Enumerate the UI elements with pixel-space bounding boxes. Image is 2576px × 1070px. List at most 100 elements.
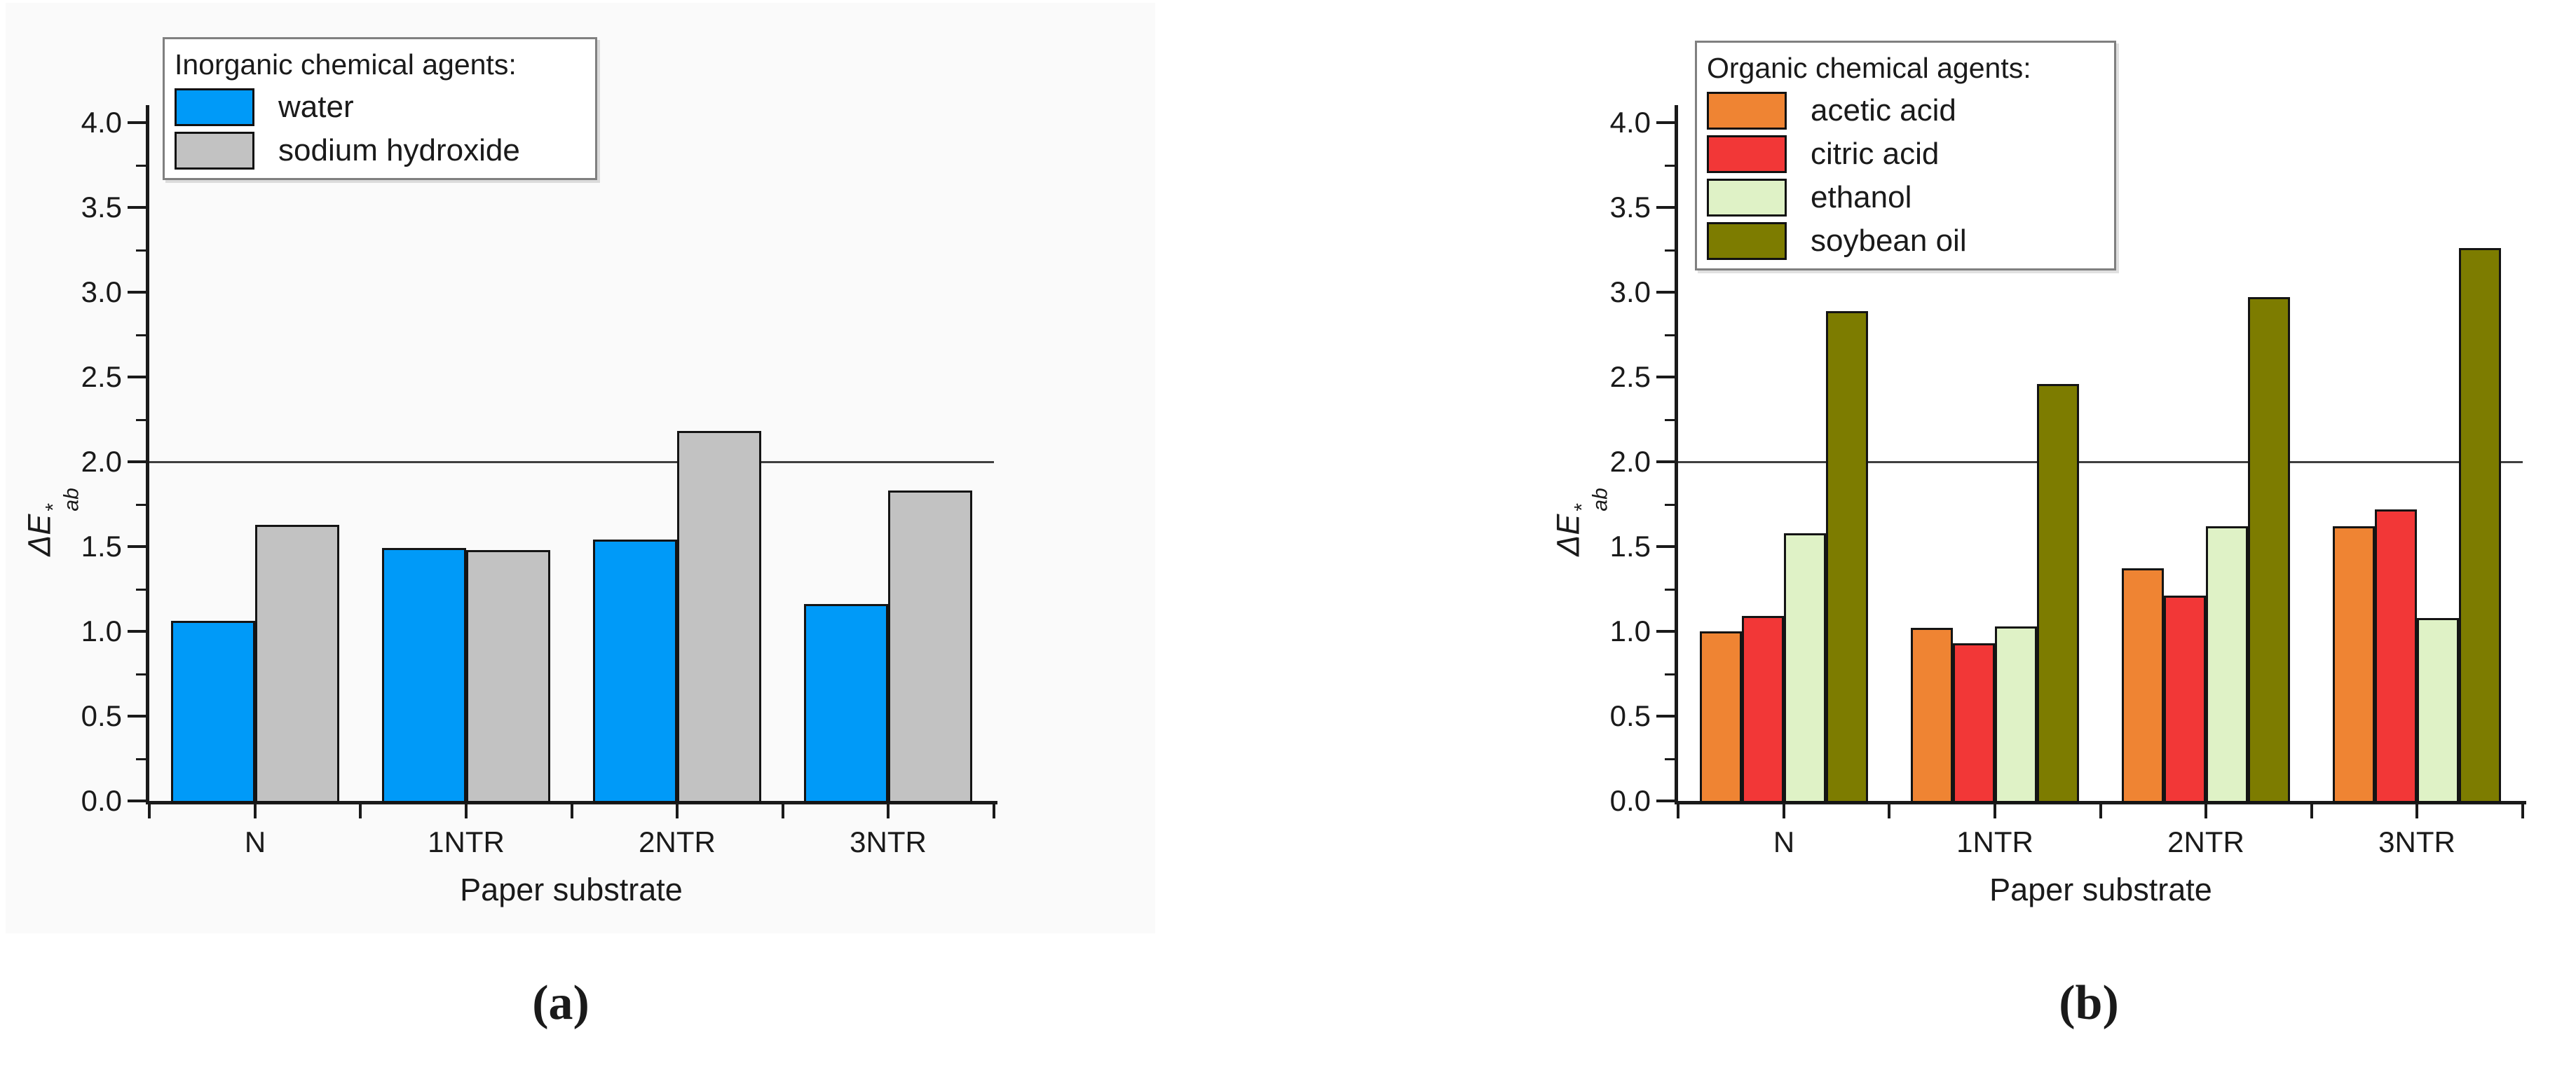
legend-item-label: acetic acid bbox=[1811, 93, 1956, 128]
x-category-tick bbox=[254, 804, 257, 818]
ylabel-subscript: ab bbox=[60, 488, 83, 512]
bar-acetic-acid bbox=[1700, 631, 1742, 803]
x-category-tick bbox=[2204, 804, 2207, 818]
y-tick-label: 1.0 bbox=[1609, 615, 1651, 647]
bar-ethanol bbox=[2417, 618, 2459, 803]
y-minor-tick bbox=[136, 249, 146, 252]
bar-sodium-hydroxide bbox=[677, 431, 761, 803]
legend-items: water sodium hydroxide bbox=[175, 88, 582, 170]
legend-item: acetic acid bbox=[1707, 92, 2101, 130]
y-minor-tick bbox=[136, 673, 146, 675]
y-tick-label: 4.0 bbox=[1609, 106, 1651, 139]
y-major-tick bbox=[128, 121, 146, 124]
legend-swatch-citric-acid bbox=[1707, 135, 1787, 173]
legend-item-label: ethanol bbox=[1811, 180, 1912, 214]
y-minor-tick bbox=[1665, 589, 1675, 591]
legend-swatch-acetic-acid bbox=[1707, 92, 1787, 130]
x-category-tick bbox=[676, 804, 679, 818]
bar-soybean-oil bbox=[2459, 248, 2501, 803]
x-boundary-tick bbox=[148, 804, 151, 818]
y-minor-tick bbox=[136, 589, 146, 591]
y-tick-label: 2.5 bbox=[81, 360, 122, 393]
y-major-tick bbox=[1656, 800, 1675, 802]
bar-acetic-acid bbox=[2333, 526, 2375, 803]
y-major-tick bbox=[1656, 121, 1675, 124]
y-major-tick bbox=[128, 800, 146, 802]
y-minor-tick bbox=[1665, 504, 1675, 506]
y-major-tick bbox=[1656, 715, 1675, 718]
x-axis-title: Paper substrate bbox=[1989, 872, 2212, 907]
y-tick-label: 3.5 bbox=[81, 191, 122, 224]
legend-box-b: Organic chemical agents: acetic acid citr… bbox=[1695, 41, 2116, 270]
bar-citric-acid bbox=[1742, 616, 1784, 803]
bar-sodium-hydroxide bbox=[466, 550, 550, 803]
legend-items: acetic acid citric acid ethanol soybean oil bbox=[1707, 92, 2101, 260]
x-category-tick bbox=[887, 804, 890, 818]
y-major-tick bbox=[128, 460, 146, 463]
y-minor-tick bbox=[136, 334, 146, 336]
y-major-tick bbox=[1656, 206, 1675, 209]
x-axis-line bbox=[146, 801, 997, 804]
legend-box-a: Inorganic chemical agents: water sodium h… bbox=[163, 37, 597, 180]
y-major-tick bbox=[1656, 630, 1675, 633]
y-major-tick bbox=[128, 715, 146, 718]
x-category-label: 3NTR bbox=[2378, 825, 2455, 858]
x-boundary-tick bbox=[359, 804, 362, 818]
legend-item: soybean oil bbox=[1707, 222, 2101, 260]
x-boundary-tick bbox=[2099, 804, 2102, 818]
y-major-tick bbox=[1656, 460, 1675, 463]
x-category-tick bbox=[1994, 804, 1996, 818]
y-minor-tick bbox=[1665, 165, 1675, 167]
x-category-label: N bbox=[1773, 825, 1795, 858]
x-boundary-tick bbox=[571, 804, 573, 818]
x-boundary-tick bbox=[782, 804, 784, 818]
legend-swatch-sodium-hydroxide bbox=[175, 132, 254, 170]
x-category-label: N bbox=[244, 825, 266, 858]
y-minor-tick bbox=[136, 165, 146, 167]
y-axis-line bbox=[1675, 105, 1678, 804]
y-tick-label: 1.5 bbox=[1609, 530, 1651, 563]
y-tick-label: 0.0 bbox=[81, 784, 122, 817]
y-tick-label: 3.0 bbox=[1609, 275, 1651, 308]
legend-item: water bbox=[175, 88, 582, 126]
bar-soybean-oil bbox=[2037, 384, 2079, 803]
bar-ethanol bbox=[1784, 533, 1826, 803]
x-boundary-tick bbox=[2521, 804, 2524, 818]
y-minor-tick bbox=[136, 758, 146, 760]
y-major-tick bbox=[1656, 545, 1675, 548]
y-major-tick bbox=[128, 545, 146, 548]
legend-item: ethanol bbox=[1707, 179, 2101, 217]
x-boundary-tick bbox=[1677, 804, 1679, 818]
y-tick-label: 4.0 bbox=[81, 106, 122, 139]
ylabel-delta: Δ bbox=[21, 535, 57, 556]
bar-water bbox=[382, 548, 466, 803]
ylabel-letter: E bbox=[1550, 514, 1586, 535]
bar-sodium-hydroxide bbox=[888, 491, 972, 803]
bar-water bbox=[804, 604, 888, 803]
y-minor-tick bbox=[1665, 673, 1675, 675]
x-category-label: 2NTR bbox=[2167, 825, 2244, 858]
x-category-tick bbox=[2415, 804, 2418, 818]
x-category-label: 1NTR bbox=[1956, 825, 2033, 858]
y-major-tick bbox=[1656, 376, 1675, 378]
y-major-tick bbox=[128, 206, 146, 209]
reference-line bbox=[149, 461, 994, 463]
y-major-tick bbox=[128, 630, 146, 633]
x-boundary-tick bbox=[993, 804, 995, 818]
legend-item-label: sodium hydroxide bbox=[278, 133, 520, 167]
bar-water bbox=[171, 621, 255, 803]
bar-ethanol bbox=[1995, 626, 2037, 803]
y-minor-tick bbox=[1665, 758, 1675, 760]
x-category-label: 2NTR bbox=[639, 825, 716, 858]
bar-water bbox=[593, 540, 677, 803]
bar-ethanol bbox=[2206, 526, 2248, 803]
y-tick-label: 1.5 bbox=[81, 530, 122, 563]
y-tick-label: 1.0 bbox=[81, 615, 122, 647]
y-minor-tick bbox=[136, 419, 146, 421]
ylabel-letter: E bbox=[21, 514, 57, 535]
y-tick-label: 0.5 bbox=[1609, 699, 1651, 732]
bar-citric-acid bbox=[1953, 643, 1995, 803]
y-minor-tick bbox=[1665, 419, 1675, 421]
legend-swatch-ethanol bbox=[1707, 179, 1787, 217]
legend-item-label: soybean oil bbox=[1811, 224, 1967, 258]
